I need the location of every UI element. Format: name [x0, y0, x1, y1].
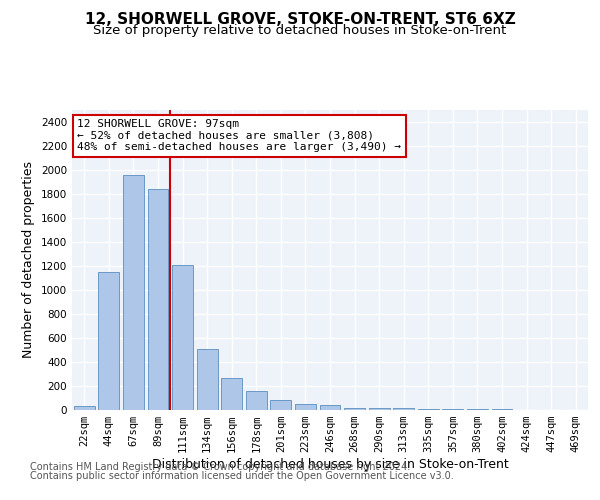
Bar	[197, 349, 218, 410]
Text: 12, SHORWELL GROVE, STOKE-ON-TRENT, ST6 6XZ: 12, SHORWELL GROVE, STOKE-ON-TRENT, ST6 …	[85, 12, 515, 28]
Bar	[172, 265, 193, 410]
Y-axis label: Number of detached properties: Number of detached properties	[22, 162, 35, 358]
Bar	[295, 404, 316, 410]
Text: 12 SHORWELL GROVE: 97sqm
← 52% of detached houses are smaller (3,808)
48% of sem: 12 SHORWELL GROVE: 97sqm ← 52% of detach…	[77, 119, 401, 152]
Bar	[246, 392, 267, 410]
Bar	[123, 175, 144, 410]
Bar	[98, 272, 119, 410]
Bar	[320, 404, 340, 410]
Bar	[344, 408, 365, 410]
Text: Contains public sector information licensed under the Open Government Licence v3: Contains public sector information licen…	[30, 471, 454, 481]
Bar	[148, 189, 169, 410]
Text: Contains HM Land Registry data © Crown copyright and database right 2024.: Contains HM Land Registry data © Crown c…	[30, 462, 410, 472]
Bar	[418, 408, 439, 410]
Text: Size of property relative to detached houses in Stoke-on-Trent: Size of property relative to detached ho…	[94, 24, 506, 37]
Bar	[271, 400, 292, 410]
X-axis label: Distribution of detached houses by size in Stoke-on-Trent: Distribution of detached houses by size …	[152, 458, 508, 471]
Bar	[467, 409, 488, 410]
Bar	[221, 378, 242, 410]
Bar	[368, 408, 389, 410]
Bar	[74, 406, 95, 410]
Bar	[393, 408, 414, 410]
Bar	[442, 409, 463, 410]
